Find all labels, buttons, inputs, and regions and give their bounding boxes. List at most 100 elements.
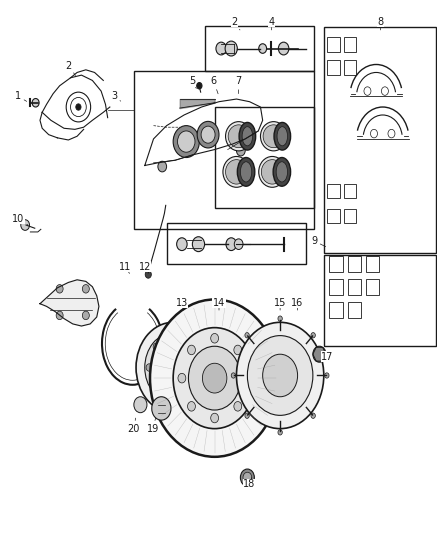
Bar: [327, 37, 339, 52]
Bar: [344, 208, 356, 223]
Bar: [215, 107, 314, 208]
Circle shape: [247, 336, 313, 415]
Text: 17: 17: [321, 352, 333, 362]
Bar: [329, 256, 343, 272]
Text: 15: 15: [274, 297, 286, 310]
Ellipse shape: [226, 160, 247, 184]
Circle shape: [245, 413, 249, 418]
Text: 2: 2: [65, 61, 75, 76]
Circle shape: [159, 351, 187, 384]
Ellipse shape: [237, 158, 255, 186]
Circle shape: [226, 238, 237, 251]
Circle shape: [197, 122, 219, 148]
Circle shape: [32, 99, 39, 107]
Ellipse shape: [242, 127, 253, 146]
Text: 5: 5: [190, 77, 196, 88]
Circle shape: [177, 131, 195, 152]
Bar: [324, 27, 436, 253]
Ellipse shape: [274, 123, 290, 150]
Ellipse shape: [273, 158, 290, 186]
Bar: [134, 71, 314, 229]
Ellipse shape: [276, 162, 288, 182]
Circle shape: [278, 316, 283, 321]
Text: 10: 10: [12, 214, 28, 225]
Text: 9: 9: [311, 236, 326, 247]
Text: 12: 12: [138, 262, 151, 271]
Circle shape: [231, 373, 236, 378]
Circle shape: [170, 393, 176, 400]
Circle shape: [76, 104, 81, 110]
Circle shape: [245, 333, 249, 338]
Text: 1: 1: [15, 91, 27, 101]
Circle shape: [202, 364, 227, 393]
Bar: [327, 183, 339, 198]
Circle shape: [82, 285, 89, 293]
Bar: [327, 208, 339, 223]
Ellipse shape: [277, 127, 288, 146]
Ellipse shape: [240, 162, 252, 182]
Circle shape: [192, 237, 205, 252]
Circle shape: [216, 42, 226, 55]
Circle shape: [234, 345, 242, 355]
Circle shape: [244, 373, 251, 383]
Circle shape: [311, 413, 315, 418]
Circle shape: [234, 401, 242, 411]
Circle shape: [237, 146, 245, 156]
Text: 7: 7: [236, 77, 242, 94]
Circle shape: [136, 322, 210, 413]
Circle shape: [279, 42, 289, 55]
Text: 8: 8: [378, 17, 384, 30]
Bar: [166, 223, 306, 264]
Bar: [329, 279, 343, 295]
Ellipse shape: [261, 160, 283, 184]
Circle shape: [146, 364, 152, 371]
Bar: [348, 302, 361, 318]
Text: 19: 19: [146, 418, 159, 434]
Text: 2: 2: [231, 17, 240, 30]
Ellipse shape: [223, 157, 250, 187]
Circle shape: [56, 285, 63, 293]
Circle shape: [173, 328, 256, 429]
Circle shape: [145, 271, 151, 278]
Circle shape: [158, 161, 166, 172]
Circle shape: [134, 397, 147, 413]
Circle shape: [237, 322, 324, 429]
Circle shape: [263, 354, 297, 397]
Circle shape: [170, 335, 176, 342]
Polygon shape: [40, 280, 99, 326]
Text: 6: 6: [211, 77, 218, 94]
Text: 4: 4: [268, 17, 275, 30]
Circle shape: [278, 430, 283, 435]
Circle shape: [187, 401, 195, 411]
Circle shape: [187, 343, 193, 351]
Circle shape: [187, 345, 195, 355]
Ellipse shape: [226, 122, 252, 151]
Ellipse shape: [263, 125, 284, 148]
Ellipse shape: [261, 122, 287, 151]
Circle shape: [259, 44, 267, 53]
Circle shape: [150, 300, 279, 457]
Ellipse shape: [259, 157, 286, 187]
Text: 16: 16: [290, 297, 303, 310]
Circle shape: [152, 397, 171, 420]
Ellipse shape: [239, 123, 256, 150]
Bar: [366, 256, 379, 272]
Circle shape: [153, 343, 159, 351]
Circle shape: [197, 83, 202, 89]
Bar: [327, 60, 339, 75]
Bar: [366, 279, 379, 295]
Circle shape: [225, 41, 237, 56]
Circle shape: [188, 346, 241, 410]
Bar: [348, 256, 361, 272]
Circle shape: [234, 239, 243, 249]
Text: 18: 18: [244, 478, 256, 489]
Circle shape: [166, 360, 180, 375]
Circle shape: [82, 311, 89, 320]
Circle shape: [313, 346, 326, 362]
Circle shape: [311, 333, 315, 338]
Bar: [344, 37, 356, 52]
Text: 11: 11: [119, 262, 131, 273]
Bar: [348, 279, 361, 295]
Ellipse shape: [228, 125, 249, 148]
Circle shape: [325, 373, 329, 378]
